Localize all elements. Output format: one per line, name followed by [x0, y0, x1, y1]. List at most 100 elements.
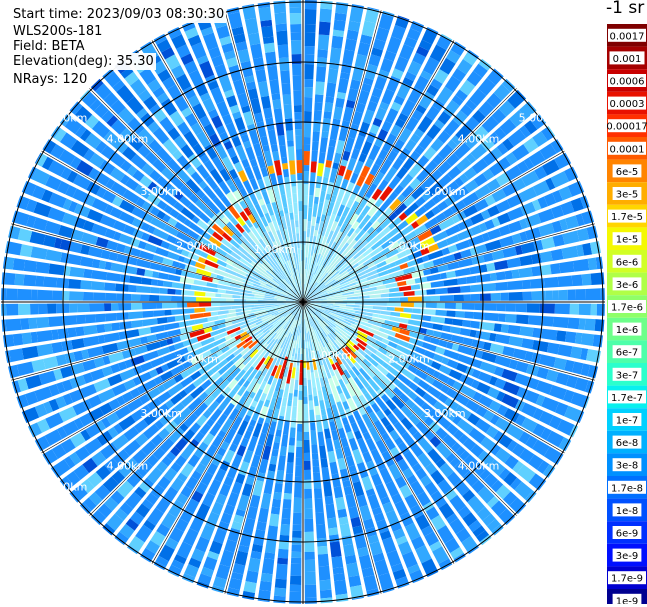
- colorbar-label-bg: [612, 254, 642, 268]
- ray-gate: [258, 299, 274, 302]
- ray-gate: [534, 165, 548, 180]
- ray-gate: [540, 427, 552, 441]
- ray-gate: [367, 261, 375, 268]
- ray-gate: [306, 369, 311, 380]
- ray-gate: [309, 325, 315, 340]
- ray-gate: [98, 388, 116, 403]
- ray-gate: [308, 275, 312, 284]
- ray-gate: [207, 550, 220, 561]
- ray-gate: [420, 475, 432, 487]
- ray-gate: [267, 309, 276, 314]
- ray-gate: [453, 429, 464, 441]
- ray-gate: [290, 297, 300, 301]
- ray-gate: [339, 304, 346, 307]
- ray-gate: [537, 196, 548, 209]
- ray-gate: [262, 236, 272, 249]
- ray-gate: [405, 278, 416, 285]
- ray-gate: [159, 437, 175, 453]
- ray-gate: [253, 529, 266, 546]
- ray-gate: [206, 595, 222, 604]
- ray-gate: [6, 303, 19, 316]
- ray-gate: [337, 294, 350, 299]
- ray-gate: [558, 289, 568, 301]
- ray-gate: [379, 186, 393, 202]
- ray-gate: [320, 214, 326, 222]
- ray-gate: [303, 305, 307, 318]
- ray-gate: [231, 353, 243, 364]
- ray-gate: [260, 572, 273, 583]
- ray-gate: [200, 524, 215, 541]
- ray-gate: [243, 207, 252, 217]
- ray-gate: [578, 303, 591, 316]
- ray-gate: [466, 70, 483, 87]
- ray-gate: [155, 555, 169, 567]
- ray-gate: [523, 157, 535, 170]
- ray-gate: [243, 430, 253, 440]
- ray-gate: [301, 326, 303, 337]
- ray-gate: [281, 274, 290, 285]
- ray-gate: [491, 249, 505, 261]
- ray-gate: [532, 180, 550, 196]
- ray-gate: [248, 231, 260, 245]
- ray-gate: [298, 317, 301, 326]
- ray-gate: [115, 283, 129, 292]
- ray-gate: [407, 60, 422, 76]
- ray-gate: [394, 307, 404, 312]
- ray-gate: [306, 303, 320, 308]
- ray-gate: [293, 289, 301, 299]
- ray-gate: [320, 314, 330, 321]
- ray-gate: [283, 104, 293, 119]
- ray-gate: [162, 257, 174, 266]
- ray-gate: [113, 220, 127, 232]
- ray-gate: [189, 329, 205, 338]
- ray-gate: [319, 399, 325, 410]
- ray-gate: [344, 363, 352, 372]
- ray-gate: [140, 404, 152, 416]
- ray-gate: [190, 171, 204, 185]
- ray-gate: [487, 228, 502, 240]
- ray-gate: [444, 180, 460, 195]
- colorbar-label-bg: [612, 413, 642, 426]
- ray-gate: [262, 259, 274, 271]
- ray-gate: [81, 232, 99, 246]
- ray-gate: [352, 394, 361, 406]
- ray-gate: [232, 346, 245, 357]
- ray-gate: [454, 267, 471, 277]
- ray-gate: [127, 457, 139, 469]
- ray-gate: [427, 243, 439, 253]
- ray-gate: [326, 283, 341, 292]
- ray-gate: [385, 254, 399, 265]
- ray-gate: [212, 245, 228, 257]
- ray-gate: [276, 295, 290, 300]
- ray-gate: [371, 220, 381, 230]
- ray-gate: [272, 151, 280, 161]
- ray-gate: [484, 219, 495, 230]
- ray-gate: [265, 357, 274, 370]
- ray-gate: [176, 493, 189, 505]
- ray-gate: [257, 589, 271, 602]
- ray-gate: [169, 110, 185, 127]
- ray-gate: [332, 375, 340, 387]
- ray-gate: [373, 512, 385, 523]
- ray-gate: [404, 355, 415, 365]
- ray-gate: [194, 291, 206, 297]
- ray-gate: [441, 356, 450, 365]
- ray-gate: [310, 317, 315, 326]
- ray-gate: [328, 393, 336, 406]
- ray-gate: [313, 247, 318, 254]
- ray-gate: [48, 263, 65, 276]
- ray-gate: [438, 217, 455, 231]
- ray-gate: [269, 513, 280, 527]
- ray-gate: [211, 435, 224, 448]
- ray-gate: [126, 398, 144, 413]
- ray-gate: [362, 358, 372, 368]
- ray-gate: [507, 206, 524, 221]
- ray-gate: [334, 361, 345, 376]
- ray-gate: [259, 363, 267, 372]
- ray-gate: [397, 238, 405, 246]
- ray-gate: [259, 322, 269, 329]
- ray-gate: [231, 267, 240, 273]
- ray-gate: [70, 362, 85, 376]
- ray-gate: [352, 448, 364, 465]
- ray-gate: [300, 244, 303, 251]
